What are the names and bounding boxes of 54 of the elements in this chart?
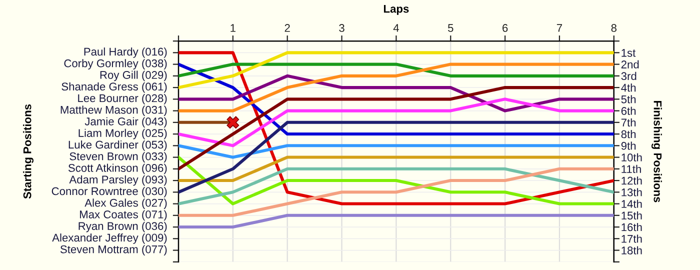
y2-tick-label: 1st bbox=[622, 49, 636, 57]
x-tick-label: 5 bbox=[448, 24, 454, 32]
text: Alexander Jeffrey (009) bbox=[52, 233, 167, 244]
y2-tick-label: 9th bbox=[621, 142, 636, 150]
series-label: Matthew Mason (031) bbox=[60, 106, 167, 116]
series-label: Paul Hardy (016) bbox=[84, 47, 167, 58]
x-tick-label: 6 bbox=[502, 24, 508, 32]
y2-tick-label: 4th bbox=[621, 84, 636, 92]
x-tick-label: 7 bbox=[556, 24, 562, 32]
y2-tick-label: 14th bbox=[622, 200, 642, 208]
line-series bbox=[178, 167, 614, 217]
x-tick-label: 4 bbox=[393, 24, 399, 32]
y2-tick-label: 5th bbox=[621, 95, 636, 104]
series-label: Alex Gales (027) bbox=[84, 198, 167, 209]
y2-tick-label: 6th bbox=[621, 106, 636, 115]
y2-tick-label: 15th bbox=[622, 211, 642, 220]
y2-tick-label: 7th bbox=[621, 118, 636, 127]
series-label: Steven Brown (033) bbox=[70, 152, 167, 162]
y2-tick-label: 18th bbox=[622, 246, 642, 254]
series-label: Connor Rowntree (030) bbox=[52, 186, 167, 198]
line-series bbox=[178, 156, 614, 206]
text: Starting Positions bbox=[23, 104, 34, 199]
line-series bbox=[178, 74, 614, 112]
text: Steven Mottram (077) bbox=[60, 245, 167, 256]
y2-tick-label: 10th bbox=[622, 153, 642, 162]
x-tick-label: 1 bbox=[230, 24, 236, 32]
y2-tick-label: 17th bbox=[622, 234, 642, 243]
series-label: Corby Gormley (038) bbox=[64, 59, 167, 70]
series-label: Adam Parsley (093) bbox=[69, 175, 167, 186]
x-tick-label: 8 bbox=[611, 24, 617, 32]
y2-tick-label: 12th bbox=[622, 176, 642, 185]
x-tick-label: 2 bbox=[284, 24, 290, 32]
y2-tick-label: 3rd bbox=[621, 72, 636, 80]
x-tick-label: 3 bbox=[339, 24, 344, 32]
y2-tick-label: 11th bbox=[622, 164, 641, 174]
series-label: Jamie Gair (043) bbox=[84, 117, 167, 128]
y2-tick-label: 16th bbox=[622, 223, 642, 232]
series-label: Shanade Gress (061) bbox=[62, 82, 167, 93]
y2-axis-title: Finishing Positions bbox=[652, 100, 662, 202]
line-series bbox=[178, 62, 614, 112]
series-label: Lee Bourner (028) bbox=[78, 94, 167, 104]
series-label: Roy Gill (029) bbox=[100, 70, 167, 82]
y2-tick-label: 13th bbox=[622, 188, 642, 196]
series-label: Ryan Brown (036) bbox=[78, 222, 167, 232]
x-axis-title: Laps bbox=[384, 4, 409, 15]
y2-tick-label: 2nd bbox=[621, 60, 639, 68]
line-series bbox=[178, 98, 614, 148]
series-label: Scott Atkinson (096) bbox=[68, 164, 167, 174]
series-label: Max Coates (071) bbox=[80, 210, 167, 221]
series-label: Luke Gardiner (053) bbox=[68, 140, 167, 151]
line-series bbox=[178, 167, 614, 206]
series-label: Liam Morley (025) bbox=[78, 128, 167, 140]
y2-tick-label: 8th bbox=[621, 130, 636, 138]
line-series bbox=[178, 86, 614, 170]
